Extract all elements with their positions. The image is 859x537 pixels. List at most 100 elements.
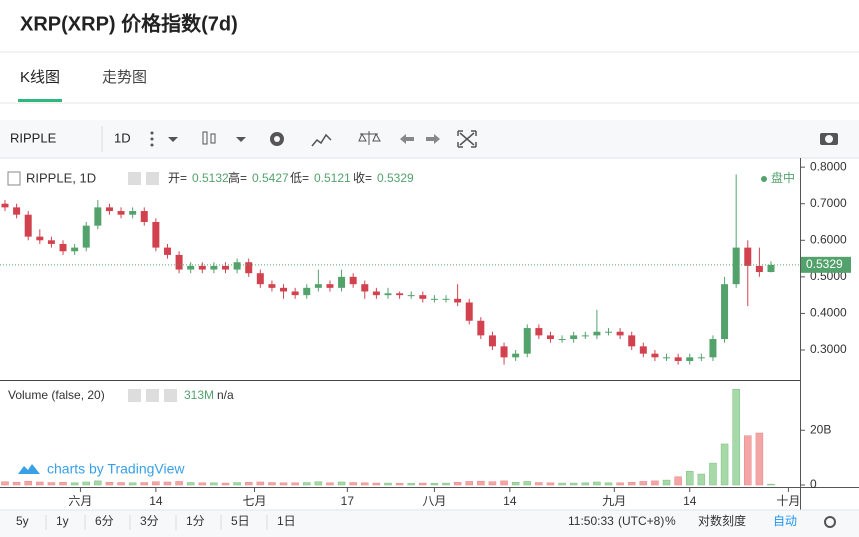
candle-body: [349, 276, 357, 285]
candle-body: [187, 265, 195, 270]
volume-bar: [604, 482, 613, 486]
candle-body: [535, 328, 543, 336]
volume-bar: [70, 482, 79, 486]
candle-body: [663, 357, 671, 359]
volume-bar: [395, 483, 404, 486]
volume-bar: [523, 481, 532, 486]
tab[interactable]: 走势图: [102, 69, 147, 86]
candle-body: [430, 298, 438, 300]
candle-body: [546, 335, 554, 340]
volume-bar: [709, 462, 717, 486]
legend-icon[interactable]: [128, 172, 141, 185]
volume-bar: [419, 482, 427, 486]
volume-bar: [755, 432, 764, 486]
candle-body: [198, 265, 206, 270]
candle-body: [407, 295, 415, 297]
volume-bar: [511, 482, 520, 486]
volume-bar: [639, 481, 648, 486]
x-tick-label: 十月: [776, 494, 800, 508]
candle-body: [628, 335, 636, 347]
range-button[interactable]: 1y: [56, 514, 69, 528]
volume-bar: [558, 482, 566, 486]
legend-value: 0.5121: [314, 171, 351, 185]
candle-body: [639, 346, 647, 354]
legend-value: 0.5329: [377, 171, 414, 185]
volume-bar: [627, 482, 636, 486]
candle-body: [338, 276, 346, 288]
candle-body: [419, 295, 427, 299]
candle-body: [175, 254, 183, 270]
candle-body: [326, 284, 334, 288]
watermark[interactable]: charts by TradingView: [47, 461, 185, 477]
tab-underline: [18, 99, 62, 102]
timezone[interactable]: (UTC+8): [618, 514, 664, 528]
range-button[interactable]: 6分: [95, 514, 114, 528]
y-tick-label: 20B: [810, 422, 831, 436]
range-button[interactable]: 3分: [140, 514, 159, 528]
candle-body: [558, 339, 566, 341]
volume-bar: [1, 481, 9, 486]
percent-button[interactable]: %: [665, 514, 676, 528]
candle-body: [222, 265, 230, 270]
status: 盘中: [771, 170, 795, 185]
range-button[interactable]: 5y: [16, 514, 29, 528]
last-price-box: [801, 256, 851, 273]
volume-bar: [186, 482, 195, 486]
candle-body: [163, 247, 171, 255]
volume-bar: [744, 435, 752, 486]
candle-body: [268, 284, 276, 288]
legend-title: RIPPLE, 1D: [26, 170, 96, 185]
range-button[interactable]: 5日: [231, 514, 250, 528]
range-button[interactable]: 1分: [186, 514, 205, 528]
volume-bar: [233, 482, 241, 486]
candle-body: [71, 247, 79, 252]
tab[interactable]: K线图: [20, 69, 60, 86]
candle-body: [291, 291, 299, 296]
x-tick-label: 七月: [243, 494, 267, 508]
candle-body: [697, 357, 705, 359]
volume-bar: [407, 483, 415, 486]
legend-icon[interactable]: [128, 389, 141, 402]
candle-body: [280, 287, 288, 292]
candle-body: [1, 203, 9, 208]
candle-body: [755, 265, 763, 273]
volume-bar: [685, 471, 694, 486]
volume-bar: [477, 480, 485, 486]
candle-body: [732, 247, 740, 285]
volume-bar: [152, 481, 160, 486]
volume-bar: [767, 483, 775, 486]
auto-button[interactable]: 自动: [773, 514, 797, 528]
candle-body: [140, 211, 148, 223]
volume-bar: [581, 482, 590, 486]
volume-bar: [198, 482, 207, 486]
x-tick-label: 九月: [602, 494, 626, 508]
legend-icon[interactable]: [146, 172, 159, 185]
volume-bar: [221, 482, 230, 486]
log-button[interactable]: 对数刻度: [698, 513, 746, 528]
candle-body: [500, 346, 508, 358]
volume-bar: [465, 481, 473, 486]
legend-icon[interactable]: [146, 389, 159, 402]
legend-toggle[interactable]: [7, 171, 21, 186]
volume-bar: [268, 482, 276, 486]
interval[interactable]: 1D: [114, 130, 131, 145]
last-price-label: 0.5329: [806, 257, 843, 271]
candle-body: [454, 298, 462, 303]
candle-body: [59, 243, 67, 252]
candle-body: [384, 293, 392, 296]
legend-icon[interactable]: [164, 389, 177, 402]
volume-bar: [372, 482, 381, 486]
clock: 11:50:33: [568, 514, 614, 528]
settings-icon[interactable]: [824, 516, 836, 528]
range-button[interactable]: 1日: [277, 514, 296, 528]
volume-bar: [430, 483, 439, 486]
y-tick-label: 0.7000: [810, 196, 847, 210]
volume-bar: [105, 482, 114, 486]
toolbar-icons[interactable]: [150, 130, 839, 148]
symbol[interactable]: RIPPLE: [10, 130, 57, 145]
candle-body: [256, 273, 264, 285]
legend-value: 0.5132: [192, 171, 229, 185]
volume-na: n/a: [217, 388, 234, 402]
candle-body: [651, 353, 659, 358]
volume-bar: [662, 479, 671, 486]
